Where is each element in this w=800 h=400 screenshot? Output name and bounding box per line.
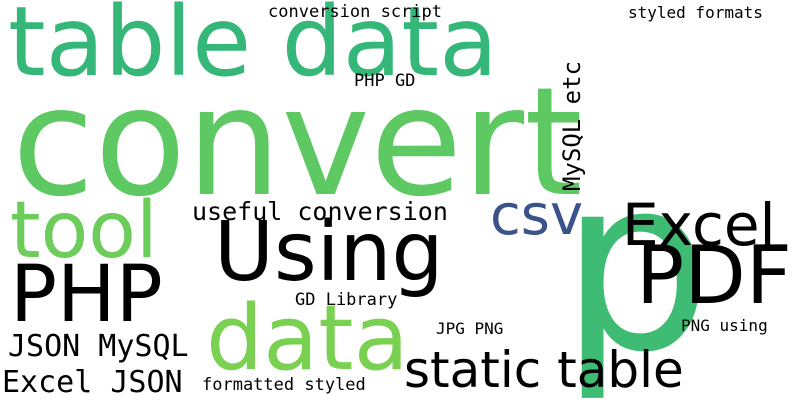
word-data: data [206,286,409,391]
word-p: p [560,125,713,400]
word-php: PHP [10,250,163,340]
word-excel-json: Excel JSON [2,365,183,400]
word-php-gd: PHP GD [354,71,416,91]
word-gd-library: GD Library [295,290,398,310]
word-csv: csv [490,183,584,248]
word-static-table: static table [404,341,684,399]
word-excel: Excel [622,191,776,259]
word-json-mysql: JSON MySQL [8,329,189,364]
word-useful-conversion: useful conversion [192,197,448,226]
word-tool: tool [10,186,158,276]
word-table-data: table data [8,0,498,98]
word-styled-formats: styled formats [628,3,763,22]
word-jpg-png: JPG PNG [436,319,504,338]
word-convert: convert [12,56,583,230]
word-using: Using [214,205,444,300]
word-png-using: PNG using [681,316,768,335]
word-conversion-script: conversion script [268,2,442,22]
word-pdf: PDF [636,229,792,322]
word-formatted-styled: formatted styled [202,375,366,395]
word-mysql-etc: MySQL etc [558,60,587,192]
